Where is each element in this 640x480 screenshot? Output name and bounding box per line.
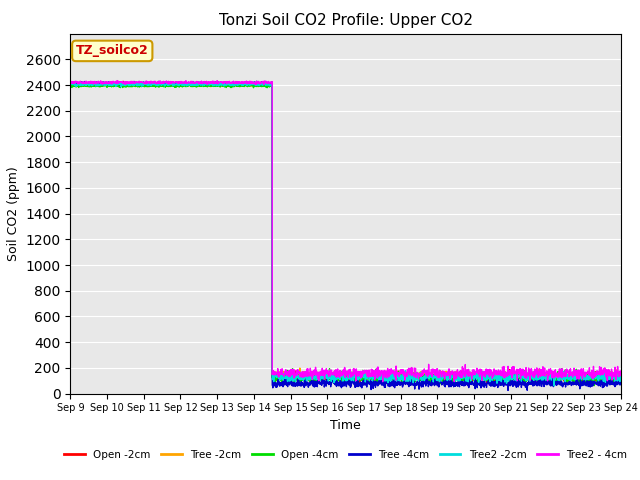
Open -2cm xyxy=(234,81,242,87)
Tree -4cm xyxy=(234,82,242,88)
Tree2 - 4cm xyxy=(469,372,477,378)
Y-axis label: Soil CO2 (ppm): Soil CO2 (ppm) xyxy=(7,166,20,261)
Tree -2cm xyxy=(334,373,342,379)
Open -4cm xyxy=(617,378,625,384)
Open -2cm xyxy=(609,381,616,386)
Open -4cm xyxy=(79,81,86,87)
X-axis label: Time: Time xyxy=(330,419,361,432)
Tree2 - 4cm xyxy=(333,370,341,375)
Tree2 -2cm xyxy=(617,372,625,378)
Title: Tonzi Soil CO2 Profile: Upper CO2: Tonzi Soil CO2 Profile: Upper CO2 xyxy=(219,13,472,28)
Tree -2cm xyxy=(617,372,625,378)
Tree -4cm xyxy=(67,81,74,87)
Open -2cm xyxy=(468,371,476,377)
Tree -2cm xyxy=(67,83,74,88)
Tree2 -2cm xyxy=(417,372,425,377)
Tree2 - 4cm xyxy=(417,373,425,379)
Tree -2cm xyxy=(469,373,477,379)
Tree2 - 4cm xyxy=(67,80,74,86)
Open -2cm xyxy=(617,376,625,382)
Line: Tree -4cm: Tree -4cm xyxy=(70,81,621,390)
Tree -2cm xyxy=(234,82,242,88)
Legend: Open -2cm, Tree -2cm, Open -4cm, Tree -4cm, Tree2 -2cm, Tree2 - 4cm: Open -2cm, Tree -2cm, Open -4cm, Tree -4… xyxy=(60,445,631,464)
Tree2 -2cm xyxy=(550,383,558,389)
Tree -4cm xyxy=(468,379,476,384)
Open -2cm xyxy=(119,78,127,84)
Open -4cm xyxy=(468,376,476,382)
Text: TZ_soilco2: TZ_soilco2 xyxy=(76,44,148,58)
Line: Tree -2cm: Tree -2cm xyxy=(70,83,621,382)
Tree2 -2cm xyxy=(499,371,506,377)
Open -2cm xyxy=(417,371,425,376)
Tree -2cm xyxy=(417,375,425,381)
Tree -4cm xyxy=(333,378,341,384)
Tree -2cm xyxy=(499,375,507,381)
Open -4cm xyxy=(499,377,506,383)
Tree2 -2cm xyxy=(468,373,476,379)
Tree2 - 4cm xyxy=(617,372,625,378)
Line: Open -2cm: Open -2cm xyxy=(70,81,621,384)
Open -2cm xyxy=(67,81,74,86)
Line: Open -4cm: Open -4cm xyxy=(70,84,621,386)
Tree -4cm xyxy=(253,78,260,84)
Tree -4cm xyxy=(504,387,512,393)
Tree -2cm xyxy=(143,80,151,86)
Tree -2cm xyxy=(311,379,319,384)
Tree2 - 4cm xyxy=(499,367,507,372)
Open -4cm xyxy=(590,383,598,389)
Tree -4cm xyxy=(499,382,506,388)
Line: Tree2 - 4cm: Tree2 - 4cm xyxy=(70,81,621,382)
Line: Tree2 -2cm: Tree2 -2cm xyxy=(70,82,621,386)
Tree -4cm xyxy=(417,380,425,386)
Tree2 -2cm xyxy=(67,82,74,87)
Tree2 - 4cm xyxy=(234,79,242,85)
Tree2 -2cm xyxy=(67,82,74,87)
Tree2 -2cm xyxy=(129,79,137,85)
Tree -4cm xyxy=(67,81,74,86)
Open -2cm xyxy=(499,373,506,379)
Tree2 - 4cm xyxy=(113,78,121,84)
Open -4cm xyxy=(67,84,74,89)
Tree -2cm xyxy=(67,82,74,88)
Tree -4cm xyxy=(617,376,625,382)
Tree2 - 4cm xyxy=(379,379,387,384)
Tree2 -2cm xyxy=(333,374,341,380)
Open -4cm xyxy=(417,377,425,383)
Tree2 -2cm xyxy=(234,82,242,87)
Open -4cm xyxy=(234,83,242,88)
Open -2cm xyxy=(333,370,341,376)
Open -4cm xyxy=(333,368,341,374)
Tree2 - 4cm xyxy=(67,80,74,85)
Open -4cm xyxy=(67,83,74,89)
Open -2cm xyxy=(67,81,74,87)
